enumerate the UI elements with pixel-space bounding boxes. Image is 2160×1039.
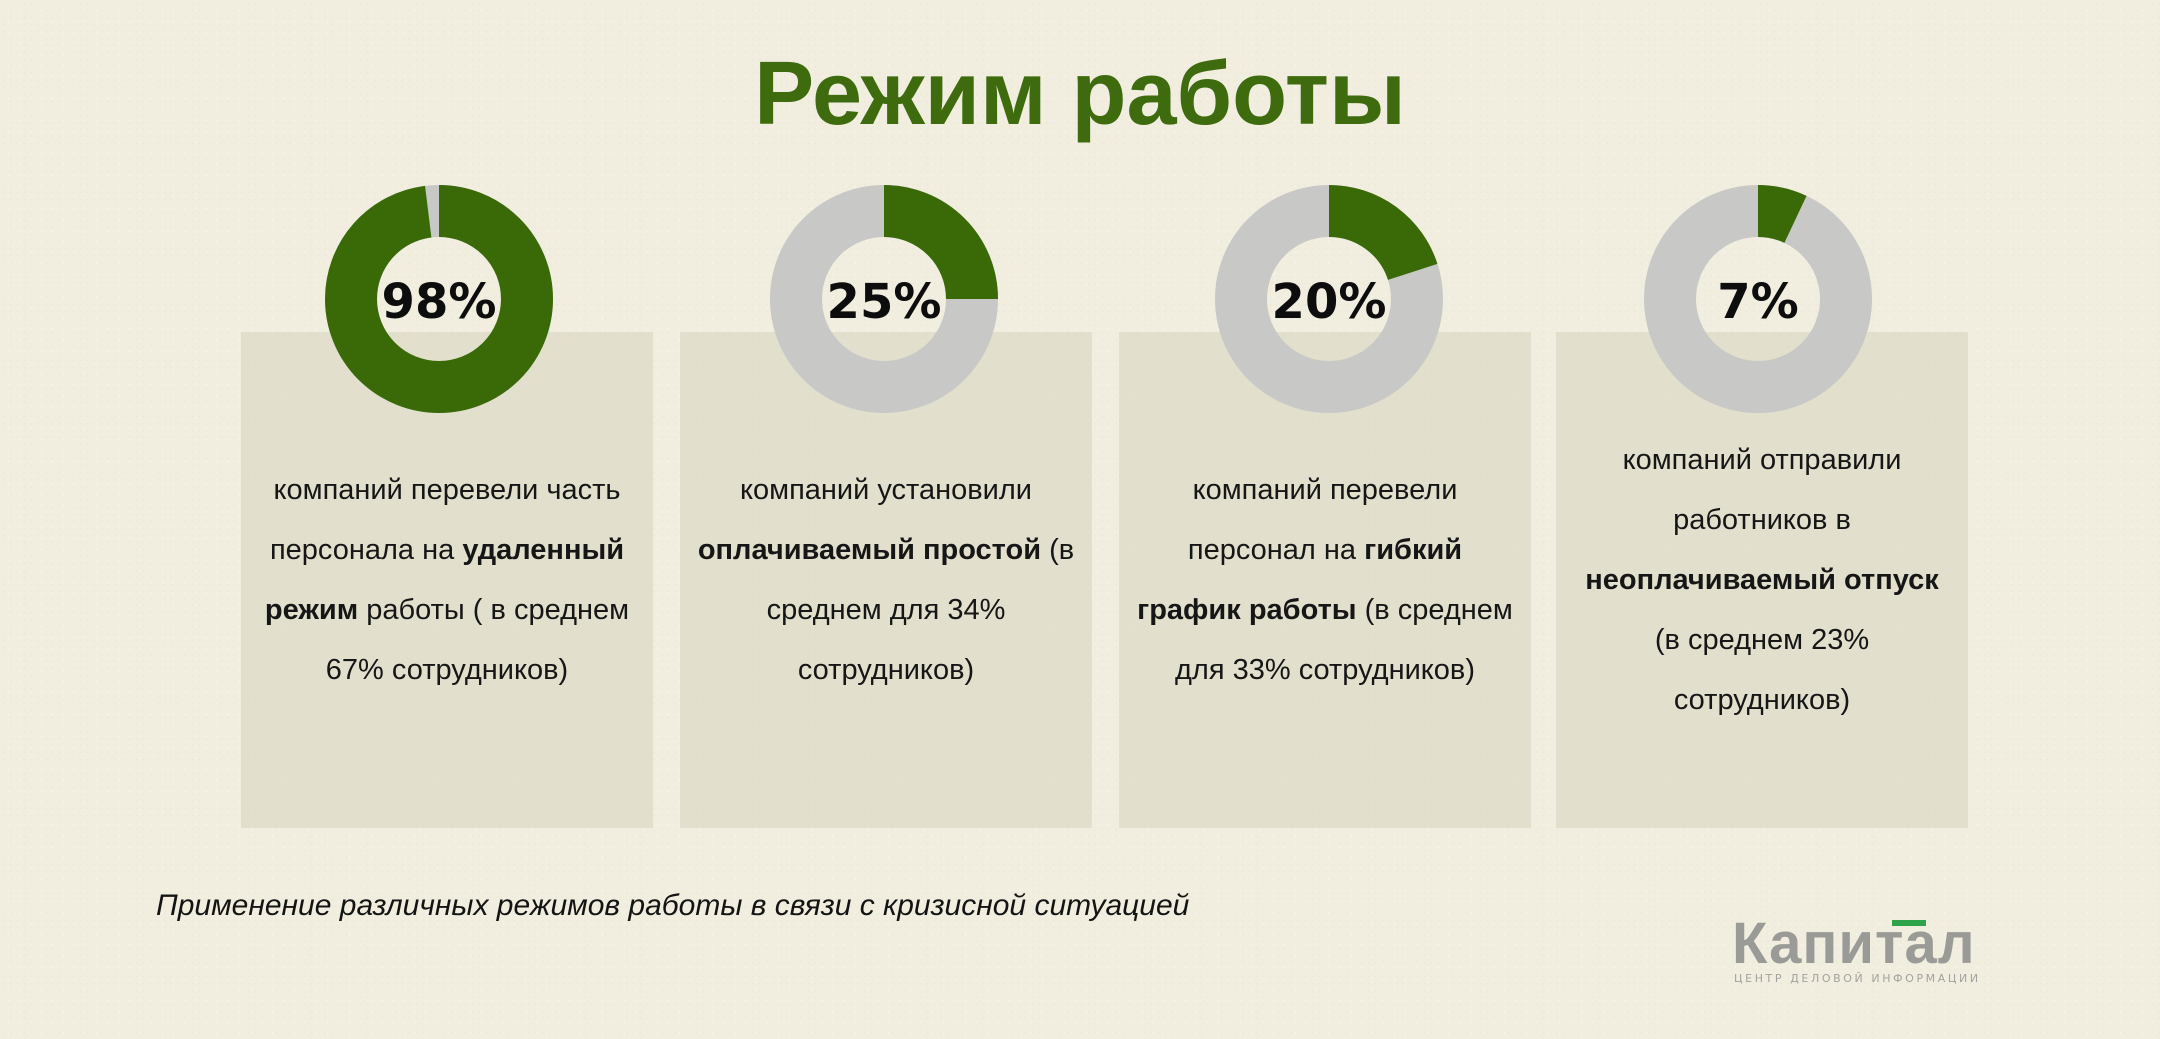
- logo-accent-bar: [1892, 920, 1926, 926]
- stat-card: компаний установили оплачиваемый простой…: [680, 332, 1092, 828]
- stat-description: компаний перевели часть персонала на уда…: [255, 332, 639, 828]
- donut-value-slice: [770, 185, 998, 413]
- stat-text: компаний отправили работников в: [1622, 444, 1902, 536]
- stat-text: (в среднем 23% сотрудников): [1654, 624, 1870, 716]
- donut-value-slice: [1215, 185, 1443, 413]
- stat-highlight: гибкий график работы: [1137, 534, 1463, 626]
- donut-percent-label: 7%: [1717, 274, 1799, 330]
- stat-highlight: удаленный режим: [264, 534, 625, 626]
- stat-description: компаний отправили работников в неоплачи…: [1570, 332, 1954, 828]
- stat-text: (в среднем для 34% сотрудников): [766, 534, 1075, 686]
- stat-card: компаний перевели персонал на гибкий гра…: [1119, 332, 1531, 828]
- stat-text: компаний перевели персонал на: [1187, 474, 1458, 566]
- stat-card: компаний отправили работников в неоплачи…: [1556, 332, 1968, 828]
- stat-card: компаний перевели часть персонала на уда…: [241, 332, 653, 828]
- donut-chart: 98%: [323, 183, 555, 415]
- stat-description: компаний перевели персонал на гибкий гра…: [1133, 332, 1517, 828]
- donut-value-slice: [1644, 185, 1872, 413]
- kapital-logo: Капитал ЦЕНТР ДЕЛОВОЙ ИНФОРМАЦИИ: [1732, 914, 1982, 988]
- donut-chart: 7%: [1642, 183, 1874, 415]
- donut-value-slice: [325, 185, 553, 413]
- stat-text: (в среднем для 33% сотрудников): [1175, 594, 1513, 686]
- stat-highlight: неоплачиваемый отпуск: [1585, 564, 1939, 596]
- donut-percent-label: 25%: [827, 274, 942, 330]
- figure-caption: Применение различных режимов работы в св…: [156, 889, 1190, 922]
- donut-percent-label: 98%: [382, 274, 497, 330]
- logo-tagline: ЦЕНТР ДЕЛОВОЙ ИНФОРМАЦИИ: [1734, 972, 1981, 985]
- donut-percent-label: 20%: [1272, 274, 1387, 330]
- stat-text: компаний установили: [739, 474, 1032, 506]
- donut-chart: 20%: [1213, 183, 1445, 415]
- logo-wordmark: Капитал: [1732, 911, 1976, 976]
- donut-chart: 25%: [768, 183, 1000, 415]
- stat-text: работы ( в среднем 67% сотрудников): [325, 594, 630, 686]
- page-title: Режим работы: [754, 44, 1406, 144]
- stat-highlight: оплачиваемый простой: [697, 534, 1042, 566]
- stat-text: компаний перевели часть персонала на: [269, 474, 621, 566]
- stat-description: компаний установили оплачиваемый простой…: [694, 332, 1078, 828]
